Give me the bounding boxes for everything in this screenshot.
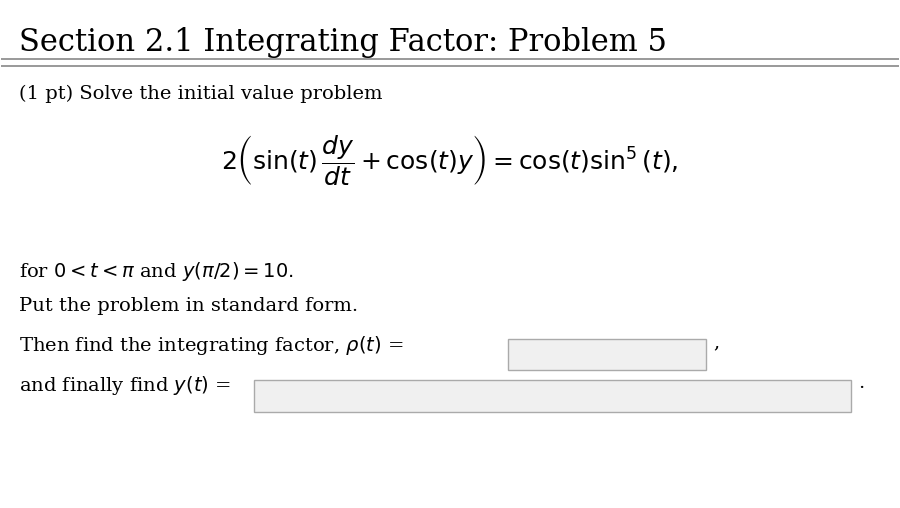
Text: ,: , xyxy=(713,334,719,352)
FancyBboxPatch shape xyxy=(255,380,851,411)
Text: Then find the integrating factor, $\rho(t)$ =: Then find the integrating factor, $\rho(… xyxy=(19,334,404,357)
Text: (1 pt) Solve the initial value problem: (1 pt) Solve the initial value problem xyxy=(19,85,382,103)
Text: $2\left( \sin(t)\, \dfrac{dy}{dt} + \cos(t)y \right) = \cos(t)\sin^5(t),$: $2\left( \sin(t)\, \dfrac{dy}{dt} + \cos… xyxy=(221,133,679,188)
Text: .: . xyxy=(859,374,865,392)
Text: Put the problem in standard form.: Put the problem in standard form. xyxy=(19,297,358,315)
FancyBboxPatch shape xyxy=(508,339,706,370)
Text: Section 2.1 Integrating Factor: Problem 5: Section 2.1 Integrating Factor: Problem … xyxy=(19,26,667,57)
Text: and finally find $y(t)$ =: and finally find $y(t)$ = xyxy=(19,374,231,397)
Text: for $0 < t < \pi$ and $y(\pi/2) = 10.$: for $0 < t < \pi$ and $y(\pi/2) = 10.$ xyxy=(19,260,294,283)
